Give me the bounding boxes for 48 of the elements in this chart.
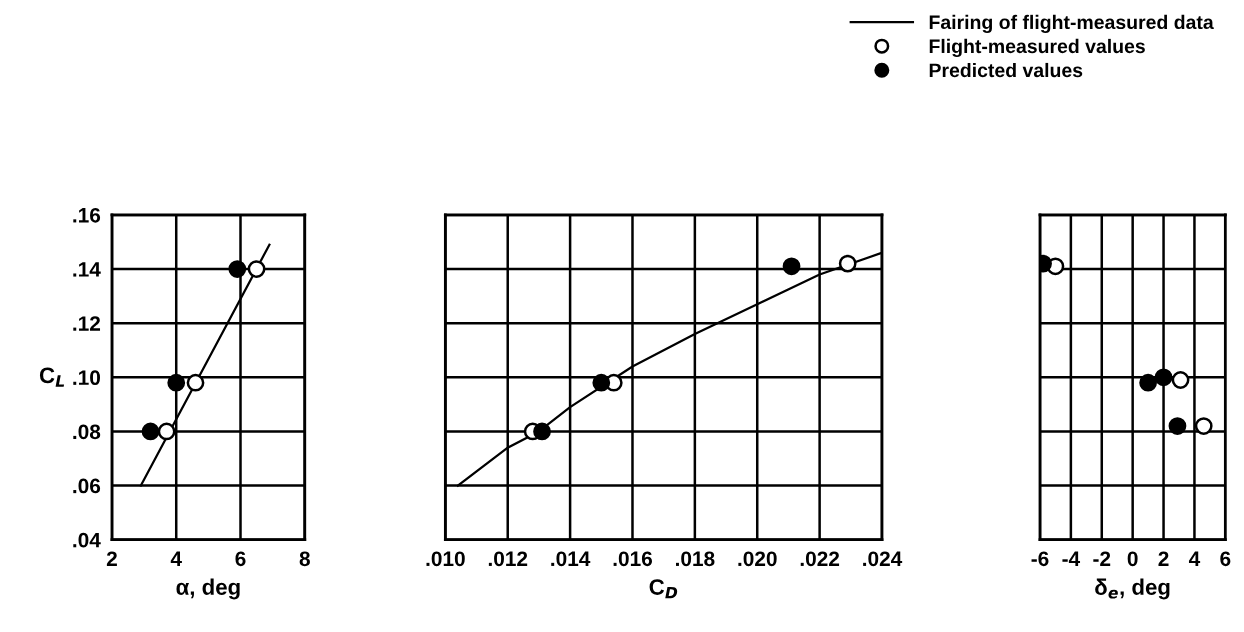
point <box>247 260 266 278</box>
x-tick-label: .022 <box>800 551 840 567</box>
x-tick-label: 2 <box>106 551 117 566</box>
x-tick-label: 0 <box>1127 551 1138 567</box>
y-tick-label: .06 <box>73 478 101 494</box>
y-tick-label: .10 <box>73 370 100 386</box>
point <box>228 260 247 278</box>
point <box>838 254 857 273</box>
x-tick-label: .016 <box>613 551 653 567</box>
point <box>1154 368 1173 387</box>
x-tick-label: .012 <box>488 551 528 567</box>
y-tick-label: .16 <box>73 207 101 223</box>
x-tick-label: .014 <box>551 551 591 567</box>
y-tick-label: .12 <box>73 316 101 331</box>
x-tick-label: -4 <box>1062 551 1081 566</box>
y-tick-label: .08 <box>73 424 101 440</box>
point <box>533 422 551 441</box>
legend-label: Fairing of flight-measured data <box>929 14 1214 34</box>
legend-label: Predicted values <box>929 62 1083 78</box>
x-axis-title: C$_{D}$ <box>649 579 678 599</box>
point <box>1168 417 1187 435</box>
x-tick-label: -2 <box>1093 551 1111 566</box>
x-tick-label: 6 <box>1220 551 1231 567</box>
point <box>1139 373 1157 392</box>
x-tick-label: .010 <box>426 551 465 567</box>
y-tick-label: .14 <box>73 262 101 277</box>
x-tick-label: 8 <box>299 551 310 567</box>
x-tick-label: .024 <box>863 551 903 567</box>
x-tick-label: 4 <box>170 551 182 566</box>
x-tick-label: 2 <box>1158 551 1169 566</box>
point <box>157 422 176 441</box>
x-tick-label: 6 <box>235 551 246 567</box>
point <box>592 373 611 392</box>
x-tick-label: .018 <box>676 551 715 567</box>
point <box>186 373 205 392</box>
y-tick-label: .04 <box>73 532 101 548</box>
x-tick-label: .020 <box>738 551 777 567</box>
point <box>1171 371 1190 389</box>
x-axis-title: δ$_{e}$, deg <box>1095 578 1170 600</box>
x-tick-label: -6 <box>1031 551 1049 567</box>
point <box>782 257 801 276</box>
point <box>141 422 160 441</box>
y-axis-title: C$_{L}$ <box>39 367 65 387</box>
legend-label: Flight-measured values <box>929 38 1145 58</box>
x-tick-label: 4 <box>1188 551 1201 566</box>
x-axis-title: α, deg <box>176 578 240 600</box>
point <box>1194 417 1213 435</box>
point <box>167 373 186 392</box>
